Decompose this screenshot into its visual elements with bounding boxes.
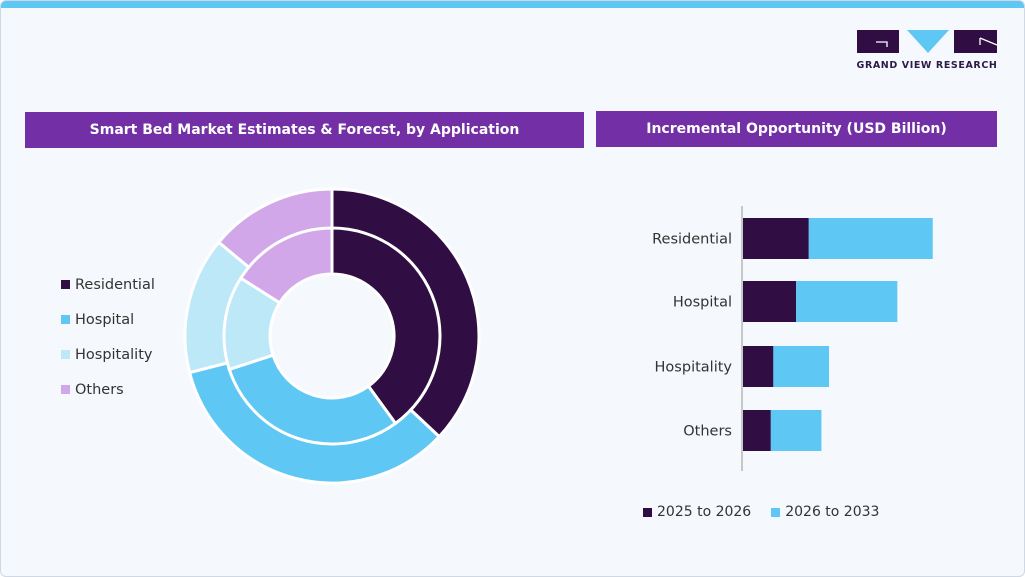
- legend-swatch: [643, 507, 652, 517]
- brand-logo: GRAND VIEW RESEARCH: [856, 30, 998, 72]
- legend-swatch: [61, 350, 70, 359]
- accent-bar: [1, 1, 1024, 8]
- bar-others-2026-to-2033: [770, 410, 822, 451]
- bar-panel-title: Incremental Opportunity (USD Billion): [596, 111, 997, 147]
- bar-legend: 2025 to 2026 2026 to 2033: [643, 504, 899, 520]
- bar-legend-item-2026-to-2033: 2026 to 2033: [771, 504, 879, 520]
- bar-category-label-hospitality: Hospitality: [655, 360, 733, 376]
- bar-hospital-2026-to-2033: [796, 281, 898, 322]
- legend-label: 2025 to 2026: [657, 504, 752, 520]
- donut-legend-item-residential: Residential: [61, 267, 155, 302]
- donut-panel-title: Smart Bed Market Estimates & Forecst, by…: [25, 112, 584, 148]
- legend-label: Residential: [75, 276, 155, 293]
- donut-inner-slice-others: [238, 226, 334, 305]
- legend-swatch: [61, 315, 70, 324]
- legend-label: Hospital: [75, 311, 135, 328]
- bar-hospital-2025-to-2026: [743, 281, 797, 322]
- logo-mark: [857, 30, 998, 53]
- donut-inner-slice-residential: [330, 226, 442, 426]
- donut-legend-item-hospital: Hospital: [61, 302, 155, 337]
- legend-label: Others: [75, 381, 124, 398]
- donut-legend-item-others: Others: [61, 372, 155, 407]
- bar-residential-2025-to-2026: [743, 218, 809, 259]
- legend-label: Hospitality: [75, 346, 153, 363]
- brand-name: GRAND VIEW RESEARCH: [856, 60, 998, 71]
- bar-category-label-residential: Residential: [652, 232, 732, 248]
- legend-swatch: [61, 385, 70, 394]
- legend-swatch: [61, 280, 70, 289]
- bar-legend-item-2025-to-2026: 2025 to 2026: [643, 504, 751, 520]
- bar-residential-2026-to-2033: [808, 218, 933, 259]
- donut-legend: Residential Hospital Hospitality Others: [61, 267, 155, 407]
- legend-swatch: [771, 507, 781, 517]
- bar-category-label-hospital: Hospital: [673, 295, 732, 311]
- bar-others-2025-to-2026: [743, 410, 771, 451]
- donut-legend-item-hospitality: Hospitality: [61, 337, 155, 372]
- legend-label: 2026 to 2033: [785, 504, 880, 520]
- donut-inner-slice-hospital: [227, 353, 398, 446]
- bar-hospitality-2025-to-2026: [743, 346, 774, 387]
- bar-category-label-others: Others: [683, 424, 732, 440]
- bar-hospitality-2026-to-2033: [773, 346, 830, 387]
